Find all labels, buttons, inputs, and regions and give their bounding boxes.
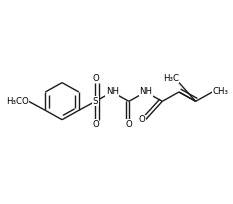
Text: H₃C: H₃C bbox=[163, 74, 179, 83]
Text: S: S bbox=[93, 97, 98, 106]
Text: O: O bbox=[92, 120, 99, 129]
Text: NH: NH bbox=[139, 88, 152, 96]
Text: O: O bbox=[126, 120, 132, 129]
Text: NH: NH bbox=[106, 88, 119, 96]
Text: O: O bbox=[92, 74, 99, 83]
Text: CH₃: CH₃ bbox=[212, 88, 228, 96]
Text: O: O bbox=[139, 115, 146, 124]
Text: H₃CO: H₃CO bbox=[6, 97, 29, 106]
